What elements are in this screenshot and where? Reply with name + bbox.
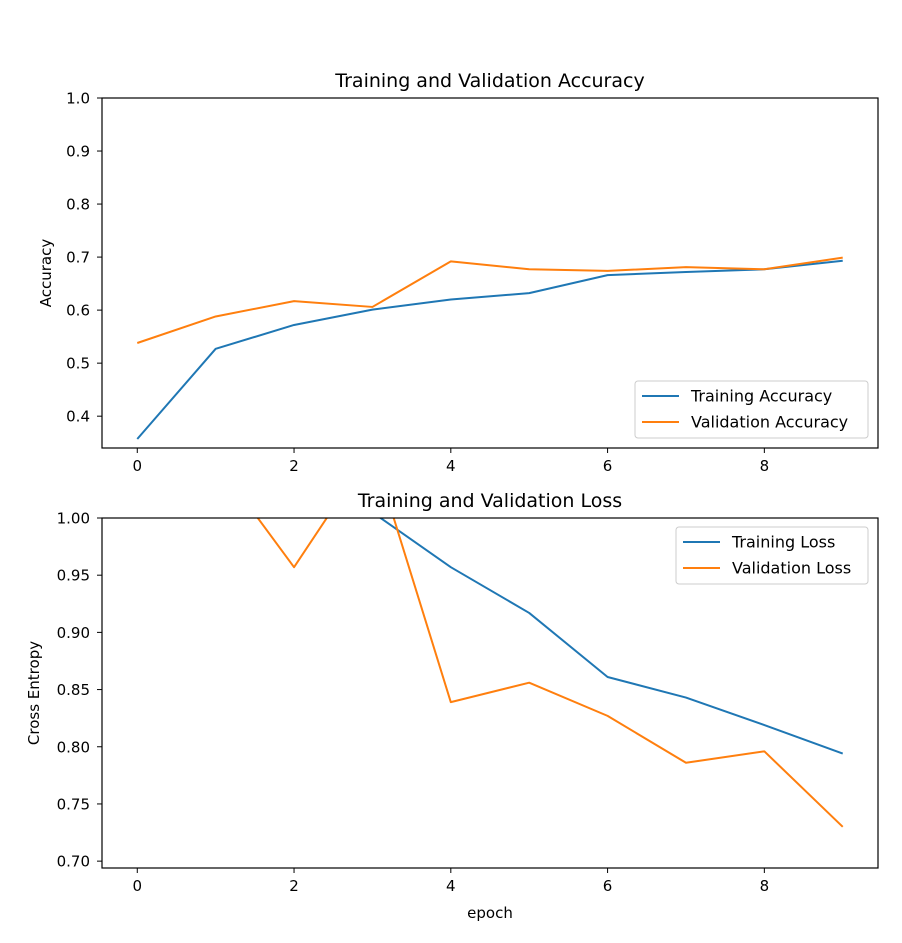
loss-y-tick-label: 0.90	[57, 624, 90, 642]
accuracy-series-validation-accuracy	[136, 256, 843, 344]
loss-y-tick-label: 1.00	[57, 510, 90, 528]
loss-x-tick-label: 4	[446, 877, 456, 895]
accuracy-y-tick-label: 0.5	[66, 355, 90, 373]
loss-legend-box	[675, 526, 869, 585]
loss-y-tick-label: 0.70	[57, 853, 90, 871]
accuracy-y-axis-label: Accuracy	[37, 239, 55, 308]
accuracy-y-tick-label: 0.4	[66, 408, 90, 426]
loss-plot-frame	[101, 517, 879, 869]
accuracy-y-tick-label: 0.9	[66, 143, 90, 161]
accuracy-plot-frame	[101, 97, 879, 449]
accuracy-legend-label-validation: Validation Accuracy	[691, 413, 848, 432]
loss-legend-label-training: Training Loss	[731, 533, 835, 552]
accuracy-legend-label-training: Training Accuracy	[690, 387, 832, 406]
accuracy-legend-box	[634, 380, 869, 439]
accuracy-chart: Training and Validation Accuracy 0 2 4 6 8 0.…	[37, 70, 879, 476]
loss-y-tick-label: 0.80	[57, 738, 90, 756]
loss-chart-title: Training and Validation Loss	[357, 490, 622, 512]
accuracy-y-tick-label: 0.7	[66, 249, 90, 267]
loss-x-axis-label: epoch	[467, 904, 513, 922]
accuracy-series-training-accuracy	[136, 259, 843, 440]
accuracy-series-layer	[136, 256, 843, 440]
loss-series-training-loss	[378, 518, 844, 755]
loss-y-tick-label: 0.95	[57, 567, 90, 585]
loss-x-tick-label: 6	[603, 877, 613, 895]
accuracy-x-tick-label: 6	[603, 457, 613, 475]
loss-y-axis-label: Cross Entropy	[25, 641, 43, 745]
accuracy-x-tick-label: 0	[132, 457, 142, 475]
loss-x-tick-label: 2	[289, 877, 299, 895]
loss-x-tick-label: 8	[760, 877, 770, 895]
loss-series-validation-loss	[256, 518, 844, 828]
accuracy-x-tick-label: 8	[760, 457, 770, 475]
accuracy-y-tick-label: 0.8	[66, 196, 90, 214]
accuracy-chart-title: Training and Validation Accuracy	[334, 70, 644, 92]
loss-series-layer	[256, 518, 844, 828]
accuracy-ticks: 0 2 4 6 8 0.4 0.5 0.6 0.7 0.8 0.9 1.0	[66, 90, 769, 476]
loss-ticks: 0 2 4 6 8 0.70 0.75 0.80 0.85 0.90 0.95 1.00	[57, 510, 770, 896]
accuracy-x-tick-label: 2	[289, 457, 299, 475]
accuracy-y-tick-label: 1.0	[66, 90, 90, 108]
loss-legend: Training Loss Validation Loss	[675, 526, 869, 585]
accuracy-y-tick-label: 0.6	[66, 302, 90, 320]
loss-chart: Training and Validation Loss 0 2 4 6 8 0.70 0.…	[25, 490, 879, 922]
loss-y-tick-label: 0.85	[57, 681, 90, 699]
loss-legend-label-validation: Validation Loss	[732, 559, 851, 578]
accuracy-legend: Training Accuracy Validation Accuracy	[634, 380, 869, 439]
loss-x-tick-label: 0	[132, 877, 142, 895]
accuracy-x-tick-label: 4	[446, 457, 456, 475]
loss-y-tick-label: 0.75	[57, 795, 90, 813]
